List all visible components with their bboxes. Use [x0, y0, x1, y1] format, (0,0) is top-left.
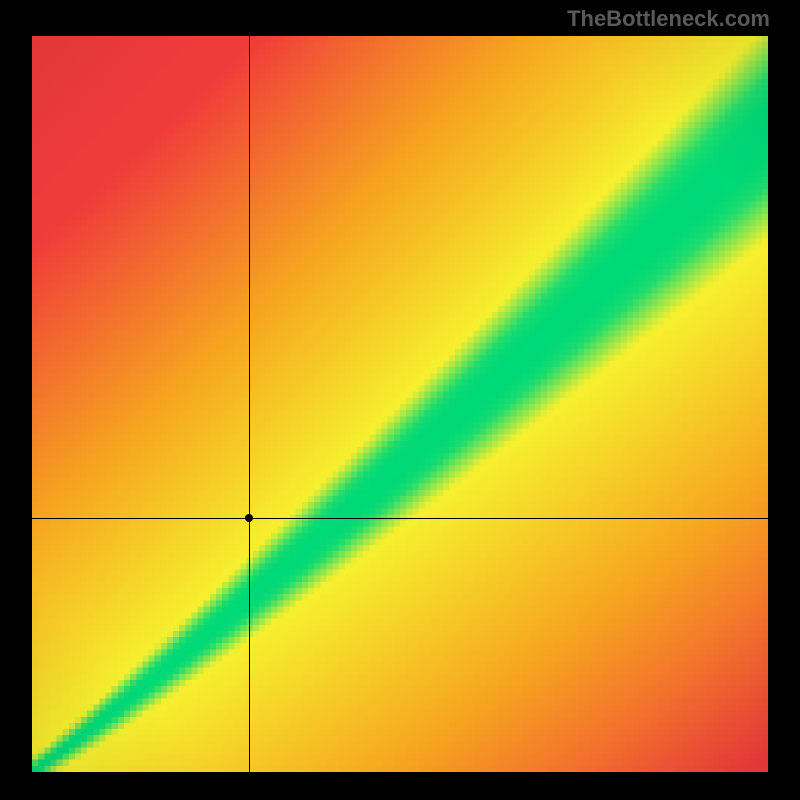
crosshair-horizontal [32, 518, 768, 519]
watermark-text: TheBottleneck.com [567, 6, 770, 32]
crosshair-vertical [249, 36, 250, 772]
crosshair-marker [245, 514, 253, 522]
bottleneck-heatmap [32, 36, 768, 772]
figure-container: TheBottleneck.com [0, 0, 800, 800]
